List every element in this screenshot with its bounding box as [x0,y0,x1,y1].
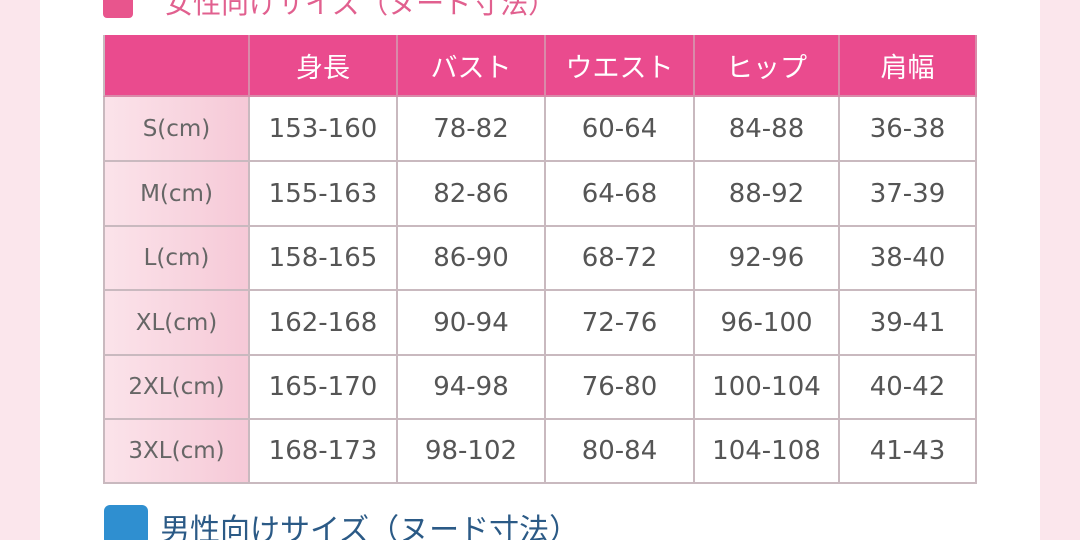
row-label: XL(cm) [103,291,250,356]
data-cell: 100-104 [695,356,840,420]
column-header: 肩幅 [840,35,977,97]
data-cell: 60-64 [546,97,695,162]
heading-icon [104,505,148,540]
column-header: ウエスト [546,35,695,97]
row-label: M(cm) [103,162,250,227]
bottom-heading: 男性向けサイズ（ヌード寸法） [160,513,580,540]
data-cell: 90-94 [398,291,546,356]
data-cell: 38-40 [840,227,977,291]
data-cell: 162-168 [250,291,398,356]
data-cell: 40-42 [840,356,977,420]
data-cell: 37-39 [840,162,977,227]
data-cell: 68-72 [546,227,695,291]
data-cell: 36-38 [840,97,977,162]
column-header: ヒップ [695,35,840,97]
data-cell: 158-165 [250,227,398,291]
row-label: 3XL(cm) [103,420,250,484]
data-cell: 168-173 [250,420,398,484]
column-header: 身長 [250,35,398,97]
row-label: L(cm) [103,227,250,291]
data-cell: 155-163 [250,162,398,227]
data-cell: 98-102 [398,420,546,484]
row-label: S(cm) [103,97,250,162]
row-label: 2XL(cm) [103,356,250,420]
data-cell: 92-96 [695,227,840,291]
data-cell: 96-100 [695,291,840,356]
data-cell: 80-84 [546,420,695,484]
column-header: バスト [398,35,546,97]
data-cell: 82-86 [398,162,546,227]
data-cell: 64-68 [546,162,695,227]
data-cell: 88-92 [695,162,840,227]
data-cell: 41-43 [840,420,977,484]
top-heading: 女性向けサイズ（ヌード寸法） [165,0,557,20]
data-cell: 165-170 [250,356,398,420]
data-cell: 39-41 [840,291,977,356]
heading-icon [103,0,133,18]
data-cell: 84-88 [695,97,840,162]
panel: 女性向けサイズ（ヌード寸法） 身長 バスト ウエスト ヒップ 肩幅 S(cm) 153-16… [40,0,1040,540]
header-corner [103,35,250,97]
data-cell: 86-90 [398,227,546,291]
data-cell: 78-82 [398,97,546,162]
data-cell: 76-80 [546,356,695,420]
data-cell: 72-76 [546,291,695,356]
data-cell: 94-98 [398,356,546,420]
data-cell: 153-160 [250,97,398,162]
data-cell: 104-108 [695,420,840,484]
